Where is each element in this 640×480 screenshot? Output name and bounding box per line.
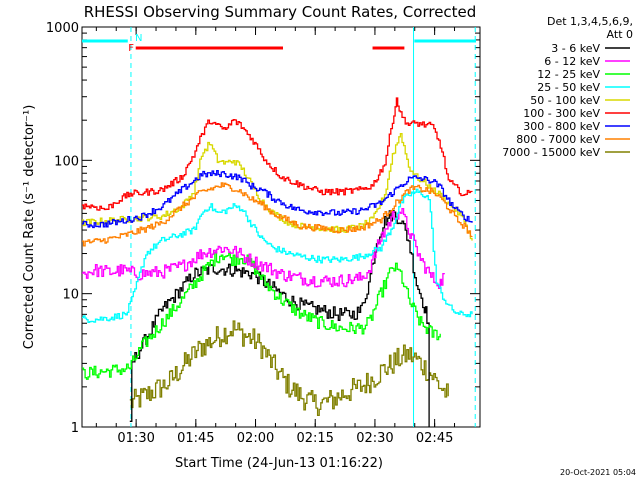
legend-entry-label: 3 - 6 keV	[551, 42, 600, 55]
x-tick-label: 02:30	[356, 431, 393, 446]
legend-entry-label: 12 - 25 keV	[537, 68, 600, 81]
x-tick-label: 02:15	[296, 431, 333, 446]
footer-timestamp: 20-Oct-2021 05:04	[560, 468, 636, 477]
y-tick-label: 10	[62, 288, 79, 303]
legend-entry-label: 50 - 100 keV	[530, 94, 600, 107]
series-line	[82, 251, 441, 380]
plot-frame	[81, 26, 481, 428]
legend-entry-label: 6 - 12 keV	[544, 55, 600, 68]
chart-title: RHESSI Observing Summary Count Rates, Co…	[84, 3, 477, 21]
legend-entry-label: 25 - 50 keV	[537, 81, 600, 94]
series-line	[82, 169, 473, 229]
annotations: NF	[128, 33, 142, 54]
annotation-label: N	[135, 33, 142, 44]
series-line	[82, 97, 473, 211]
x-tick-label: 02:45	[416, 431, 453, 446]
x-axis-label: Start Time (24-Jun-13 01:16:22)	[175, 456, 383, 471]
series-line	[82, 188, 473, 323]
series-line	[129, 210, 430, 427]
x-tick-label: 02:00	[237, 431, 274, 446]
x-tick-label: 01:45	[177, 431, 214, 446]
series-line	[129, 320, 449, 417]
y-tick-label: 1000	[46, 21, 79, 36]
x-tick-label: 01:30	[117, 431, 154, 446]
y-axis-label: Corrected Count Rate (s⁻¹ detector⁻¹)	[22, 105, 37, 350]
legend-header-line-2: Att 0	[607, 28, 633, 41]
legend-entry-label: 800 - 7000 keV	[516, 133, 600, 146]
state-bars	[82, 39, 477, 50]
series-group	[82, 97, 473, 427]
x-tick-labels: 01:30 01:45 02:00 02:15 02:30 02:45	[117, 431, 453, 446]
y-tick-label: 100	[54, 154, 79, 169]
legend-entry-label: 300 - 800 keV	[523, 120, 600, 133]
legend-entry-label: 7000 - 15000 keV	[502, 146, 600, 159]
axis-ticks	[82, 26, 480, 428]
y-tick-label: 1	[71, 421, 79, 436]
series-line	[82, 208, 445, 289]
legend-header-line-1: Det 1,3,4,5,6,9,	[547, 15, 633, 28]
series-line	[82, 182, 473, 247]
annotation-label: F	[128, 43, 134, 54]
plot-area: NF	[81, 26, 481, 428]
y-tick-labels: 1 10 100 1000	[46, 21, 79, 436]
legend-entry-label: 100 - 300 keV	[523, 107, 600, 120]
